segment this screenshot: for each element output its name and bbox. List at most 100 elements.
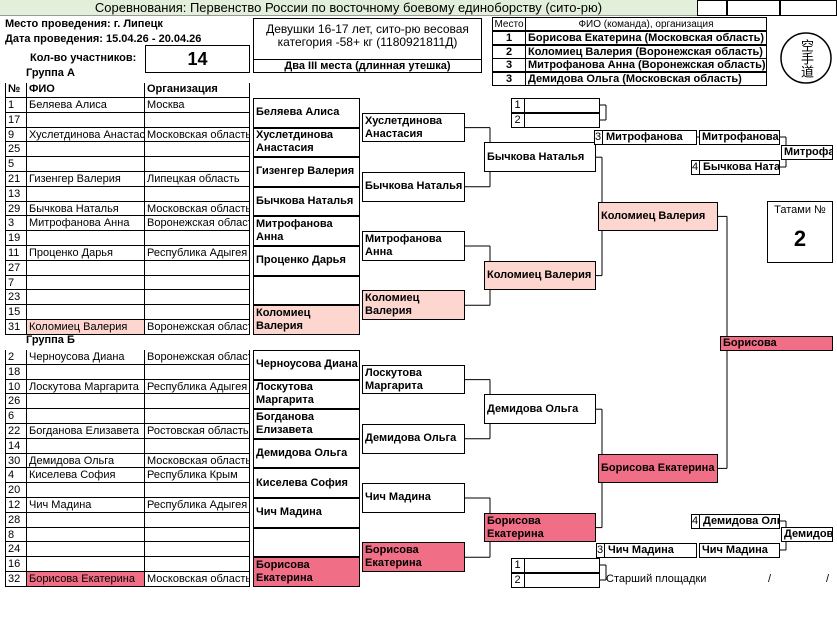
organization	[144, 157, 250, 172]
athlete-name	[26, 157, 144, 172]
bracket-slot: Коломиец Валерия	[253, 305, 360, 335]
athlete-name	[26, 275, 144, 291]
results-name: Митрофанова Анна (Воронежская область)	[525, 58, 767, 72]
seed-number: 21	[5, 172, 26, 187]
athlete-name	[26, 112, 144, 128]
category-note: Два III места (длинная утешка)	[253, 59, 482, 73]
header-cell	[727, 0, 780, 16]
bracket-slot: Митрофанова Анна	[362, 231, 465, 261]
seed-number: 12	[5, 498, 26, 513]
seed-number: 25	[5, 142, 26, 158]
bracket-slot: Коломиец Валерия	[484, 260, 596, 291]
logo-text: 空手道	[799, 38, 814, 78]
repechage-slot	[596, 543, 697, 558]
organization	[144, 260, 250, 276]
repechage-name: Демидова	[784, 528, 832, 540]
athlete-name	[26, 231, 144, 246]
athlete-name	[26, 512, 144, 528]
athlete-name	[26, 186, 144, 202]
repechage-name: Бычкова Наталья	[703, 161, 779, 173]
bracket-slot: Бычкова Наталья	[362, 172, 465, 202]
results-header: ФИО (команда), организация	[525, 17, 767, 31]
seed-number: 3	[5, 216, 26, 232]
repechage-slot	[691, 514, 780, 529]
organization	[144, 394, 250, 410]
bracket-slot: Беляева Алиса	[253, 98, 360, 128]
results-place: 2	[492, 44, 526, 59]
seed-number: 29	[5, 201, 26, 217]
repechage-name: Чич Мадина	[702, 544, 768, 556]
organization: Московская область	[144, 127, 250, 143]
repechage-slot	[699, 130, 780, 145]
athlete-name: Митрофанова Анна	[26, 216, 144, 232]
seed-number: 7	[5, 275, 26, 291]
repechage-name: Митрофанова	[702, 131, 779, 143]
bracket-slot: Бычкова Наталья	[253, 186, 360, 217]
seed-number: 27	[5, 260, 26, 276]
results-name: Демидова Ольга (Московская область)	[525, 71, 767, 86]
organization	[144, 305, 250, 320]
organization: Воронежская область	[144, 216, 250, 232]
athlete-name	[26, 364, 144, 380]
bracket-slot: Киселева София	[253, 468, 360, 498]
repechage-slot	[699, 543, 780, 558]
category: Девушки 16-17 лет, сито-рю весовая катег…	[253, 18, 482, 60]
athlete-name: Богданова Елизавета	[26, 424, 144, 439]
athlete-name	[26, 290, 144, 306]
bracket-slot: Борисова Екатерина	[362, 542, 465, 572]
column-header: №	[5, 83, 26, 98]
seed-number: 5	[5, 157, 26, 172]
organization	[144, 275, 250, 291]
athlete-name: Проценко Дарья	[26, 246, 144, 261]
footer-label: Старший площадки	[606, 573, 707, 585]
bracket-slot	[253, 275, 360, 306]
repechage-seed: 3	[594, 130, 603, 145]
results-name: Борисова Екатерина (Московская область)	[525, 31, 767, 45]
organization	[144, 512, 250, 528]
dates: Дата проведения: 15.04.26 - 20.04.26	[5, 33, 202, 45]
bracket-slot: Проценко Дарья	[253, 246, 360, 276]
repechage-seed: 1	[511, 98, 525, 113]
bracket-slot: Бычкова Наталья	[484, 142, 596, 172]
organization: Москва	[144, 98, 250, 113]
seed-number: 30	[5, 453, 26, 469]
organization	[144, 231, 250, 246]
organization: Воронежская область	[144, 350, 250, 365]
organization	[144, 186, 250, 202]
group-title: Группа А	[26, 67, 75, 80]
bracket-slot: Черноусова Диана	[253, 350, 360, 380]
final-winner: Борисова	[720, 336, 833, 351]
seed-number: 11	[5, 246, 26, 261]
athlete-name: Лоскутова Маргарита	[26, 379, 144, 395]
seed-number: 17	[5, 112, 26, 128]
organization	[144, 557, 250, 572]
seed-number: 16	[5, 557, 26, 572]
seed-number: 9	[5, 127, 26, 143]
organization: Республика Крым	[144, 468, 250, 484]
group-title: Группа Б	[26, 334, 75, 347]
athlete-name: Гизенгер Валерия	[26, 172, 144, 187]
athlete-name	[26, 142, 144, 158]
repechage-seed: 4	[691, 160, 700, 175]
tatami-number: 2	[793, 226, 807, 251]
bracket-slot: Чич Мадина	[253, 498, 360, 528]
repechage-slot	[594, 130, 697, 145]
seed-number: 28	[5, 512, 26, 528]
header-cell	[697, 0, 727, 16]
organization: Московская область	[144, 201, 250, 217]
athlete-name	[26, 260, 144, 276]
seed-number: 23	[5, 290, 26, 306]
column-header: ФИО	[26, 83, 144, 98]
organization: Липецкая область	[144, 172, 250, 187]
bracket-slot: Борисова Екатерина	[253, 557, 360, 587]
organization: Московская область	[144, 572, 250, 587]
seed-number: 4	[5, 468, 26, 484]
seed-number: 6	[5, 409, 26, 424]
seed-number: 14	[5, 438, 26, 454]
organization: Московская область	[144, 453, 250, 469]
bracket-slot: Митрофанова Анна	[253, 216, 360, 246]
bracket-slot: Богданова Елизавета	[253, 409, 360, 439]
bracket-slot: Чич Мадина	[362, 483, 465, 513]
participant-count: 14	[145, 45, 250, 73]
